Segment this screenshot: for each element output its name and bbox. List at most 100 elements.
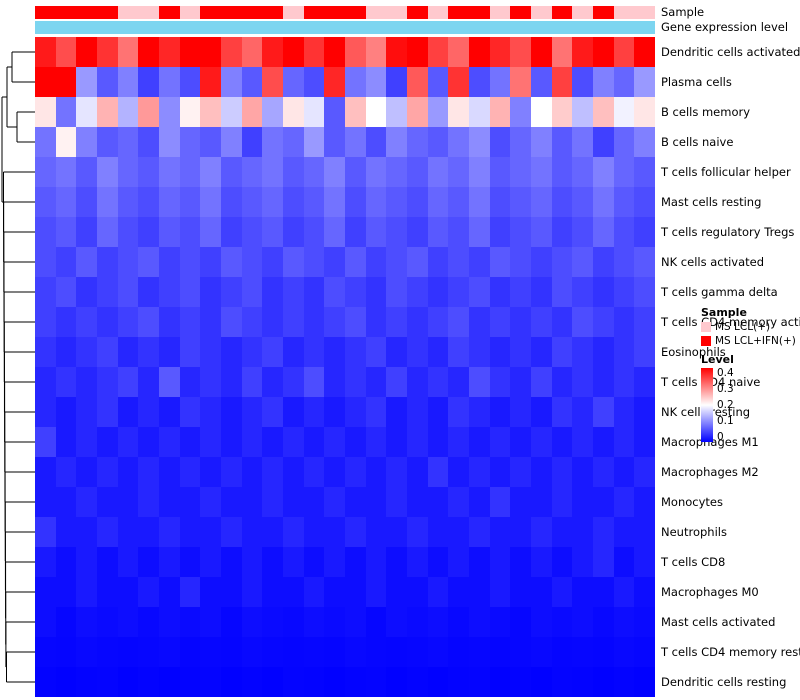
heatmap-cell [406, 487, 428, 517]
heatmap-cell [220, 367, 242, 397]
heatmap-cell [96, 397, 118, 427]
heatmap-cell [572, 367, 593, 397]
heatmap-cell [179, 547, 201, 577]
heatmap-cell [365, 307, 387, 337]
heatmap-cell [427, 277, 449, 307]
heatmap-cell [179, 367, 201, 397]
heatmap-cell [282, 517, 304, 547]
heatmap-cell [489, 37, 511, 67]
heatmap-cell [282, 157, 304, 187]
heatmap-cell [468, 637, 490, 667]
heatmap-cell [592, 457, 614, 487]
heatmap-cell [76, 517, 97, 547]
heatmap-cell [117, 307, 139, 337]
heatmap-cell [303, 517, 325, 547]
heatmap-cell [179, 37, 201, 67]
heatmap-cell [427, 247, 449, 277]
heatmap-cell [303, 637, 325, 667]
heatmap-cell [282, 367, 304, 397]
heatmap-cell [613, 637, 635, 667]
heatmap-cell [489, 517, 511, 547]
heatmap-cell [262, 517, 283, 547]
heatmap-cell [427, 97, 449, 127]
heatmap-cell [448, 157, 469, 187]
heatmap-cell [530, 367, 552, 397]
heatmap-cell [303, 217, 325, 247]
heatmap-cell [262, 127, 283, 157]
heatmap-cell [262, 607, 283, 637]
heatmap-cell [117, 157, 139, 187]
heatmap-cell [613, 397, 635, 427]
heatmap-cell [158, 337, 180, 367]
heatmap-cell [158, 427, 180, 457]
heatmap-cell [613, 187, 635, 217]
heatmap-cell [220, 637, 242, 667]
heatmap-cell [468, 157, 490, 187]
heatmap-cell [158, 667, 180, 697]
heatmap-cell [282, 607, 304, 637]
heatmap-cell [613, 337, 635, 367]
heatmap-cell [282, 577, 304, 607]
heatmap-cell [117, 577, 139, 607]
heatmap-cell [613, 667, 635, 697]
heatmap-cell [613, 427, 635, 457]
heatmap-cell [510, 307, 531, 337]
heatmap-cell [592, 367, 614, 397]
row-label: Plasma cells [661, 75, 732, 89]
sample-annotation-cell [96, 6, 118, 19]
heatmap-cell [200, 337, 221, 367]
heatmap-cell [489, 367, 511, 397]
heatmap-cell [117, 607, 139, 637]
heatmap-cell [406, 667, 428, 697]
heatmap-cell [386, 607, 407, 637]
heatmap-cell [96, 427, 118, 457]
legend-sample-item-label: MS LCL(+) [715, 321, 771, 333]
heatmap-cell [200, 637, 221, 667]
heatmap-cell [324, 337, 345, 367]
heatmap-cell [572, 607, 593, 637]
heatmap-cell [179, 157, 201, 187]
heatmap-cell [592, 577, 614, 607]
heatmap-cell [179, 457, 201, 487]
heatmap-cell [386, 187, 407, 217]
sample-annotation-cell [551, 6, 573, 19]
heatmap-cell [35, 127, 56, 157]
heatmap-cell [76, 367, 97, 397]
heatmap-cell [96, 517, 118, 547]
legend-sample-title: Sample [701, 306, 747, 319]
heatmap-cell [613, 97, 635, 127]
heatmap-cell [386, 637, 407, 667]
heatmap-cell [530, 457, 552, 487]
heatmap-cell [262, 637, 283, 667]
heatmap-cell [572, 577, 593, 607]
heatmap-cell [510, 517, 531, 547]
heatmap-cell [138, 337, 159, 367]
heatmap-cell [344, 397, 366, 427]
heatmap-cell [96, 157, 118, 187]
heatmap-cell [365, 37, 387, 67]
heatmap-cell [241, 67, 263, 97]
heatmap-cell [613, 307, 635, 337]
heatmap-cell [572, 187, 593, 217]
heatmap-cell [530, 97, 552, 127]
heatmap-cell [468, 277, 490, 307]
heatmap-cell [76, 607, 97, 637]
heatmap-cell [241, 637, 263, 667]
heatmap-cell [179, 607, 201, 637]
heatmap-cell [35, 217, 56, 247]
heatmap-cell [55, 457, 77, 487]
heatmap-cell [158, 457, 180, 487]
heatmap-cell [386, 517, 407, 547]
heatmap-cell [427, 667, 449, 697]
heatmap-cell [55, 427, 77, 457]
heatmap-cell [303, 247, 325, 277]
heatmap-cell [138, 367, 159, 397]
heatmap-cell [468, 457, 490, 487]
heatmap-cell [489, 337, 511, 367]
heatmap-cell [386, 307, 407, 337]
heatmap-cell [489, 277, 511, 307]
heatmap-cell [344, 37, 366, 67]
heatmap-cell [489, 217, 511, 247]
heatmap-cell [324, 217, 345, 247]
sample-annotation-cell [241, 6, 263, 19]
